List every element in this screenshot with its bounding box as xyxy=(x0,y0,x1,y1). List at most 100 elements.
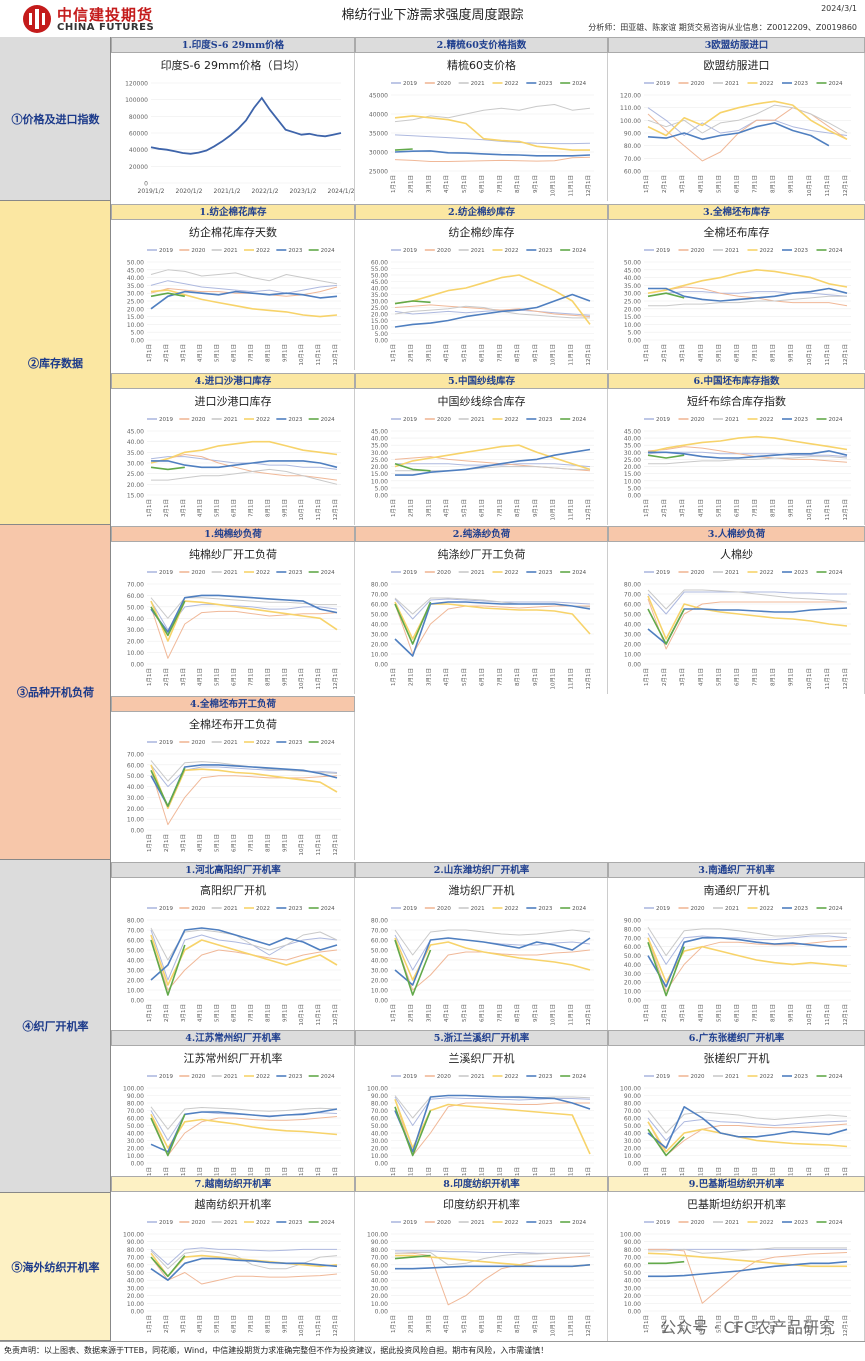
chart-cell-title: 4.进口沙港口库存 xyxy=(111,373,355,389)
x-tick-label: 6月1日 xyxy=(231,1004,238,1022)
x-tick-label: 4月1日 xyxy=(443,499,450,517)
y-tick-label: 80.00 xyxy=(624,143,641,150)
series-line-2023 xyxy=(647,122,830,147)
series-line-2023 xyxy=(395,1264,591,1270)
legend-label: 2020 xyxy=(191,417,205,423)
y-tick-label: 5.00 xyxy=(628,485,642,492)
x-tick-label: 2月1日 xyxy=(661,344,668,362)
y-tick-label: 60.00 xyxy=(371,602,388,609)
series-line-2019 xyxy=(647,451,848,458)
chart-panel: 进口沙港口库存 15.00 20.00 25.00 30.00 35.00 40.00 45.… xyxy=(111,389,355,525)
analyst-info: 分析师：田亚雄、陈家谊 期货交易咨询从业信息：Z0012209、Z0019860 xyxy=(588,23,857,32)
legend-label: 2023 xyxy=(794,417,808,423)
y-tick-label: 0.00 xyxy=(628,998,642,1005)
y-tick-label: 100.00 xyxy=(367,1086,388,1093)
y-tick-label: 40.00 xyxy=(624,1131,641,1138)
x-tick-label: 2月1日 xyxy=(408,1004,415,1022)
y-tick-label: 30.00 xyxy=(371,1138,388,1145)
y-tick-label: 120000 xyxy=(125,81,148,88)
series-line-2022 xyxy=(647,100,848,141)
legend-label: 2022 xyxy=(760,1074,774,1080)
x-tick-label: 7月1日 xyxy=(247,668,254,686)
y-tick-label: 40000 xyxy=(369,112,388,119)
x-tick-label: 7月1日 xyxy=(496,499,503,517)
x-tick-label: 3月1日 xyxy=(180,668,187,686)
x-tick-label: 1月1日 xyxy=(390,1004,397,1022)
x-tick-label: 5月1日 xyxy=(214,1315,221,1333)
x-tick-label: 5月1日 xyxy=(461,175,468,193)
y-tick-label: 0.00 xyxy=(375,338,389,345)
x-tick-label: 8月1日 xyxy=(770,499,777,517)
x-tick-label: 12月1日 xyxy=(585,1315,592,1337)
x-tick-label: 12月1日 xyxy=(585,344,592,366)
legend-label: 2022 xyxy=(256,1220,270,1226)
legend-label: 2019 xyxy=(656,1220,670,1226)
legend-label: 2022 xyxy=(760,248,774,254)
y-tick-label: 0.00 xyxy=(131,998,145,1005)
report-title: 棉纺行业下游需求强度周度跟踪 xyxy=(341,8,524,23)
y-tick-label: 30.00 xyxy=(624,632,641,639)
x-tick-label: 2月1日 xyxy=(163,668,170,686)
legend-label: 2019 xyxy=(656,1074,670,1080)
legend-label: 2021 xyxy=(471,1220,485,1226)
x-tick-label: 3月1日 xyxy=(425,499,432,517)
series-line-2020 xyxy=(647,286,848,307)
x-tick-label: 11月1日 xyxy=(567,1315,574,1337)
y-tick-label: 25.00 xyxy=(624,457,641,464)
line-chart: 纯棉纱厂开工负荷 0.00 10.00 20.00 30.00 40.00 50.00 60.… xyxy=(127,547,341,690)
x-tick-label: 11月1日 xyxy=(315,344,322,366)
y-tick-label: 60.00 xyxy=(624,1116,641,1123)
series-line-2020 xyxy=(647,1121,848,1156)
series-line-2019 xyxy=(647,933,848,965)
y-tick-label: 80.00 xyxy=(624,926,641,933)
y-tick-label: 15.00 xyxy=(624,471,641,478)
x-tick-label: 5月1日 xyxy=(715,1004,722,1022)
x-tick-label: 12月1日 xyxy=(585,668,592,690)
logo-english-text: CHINA FUTURES xyxy=(57,22,155,33)
legend-label: 2024 xyxy=(829,906,843,912)
y-tick-label: 50.00 xyxy=(624,1123,641,1130)
y-tick-label: 0.00 xyxy=(375,1161,389,1168)
x-tick-label: 5月1日 xyxy=(461,344,468,362)
y-tick-label: 50.00 xyxy=(371,948,388,955)
legend-label: 2019 xyxy=(656,417,670,423)
y-tick-label: 30.00 xyxy=(127,461,144,468)
x-tick-label: 1月1日 xyxy=(643,1004,650,1022)
y-tick-label: 15.00 xyxy=(371,318,388,325)
y-tick-label: 10.00 xyxy=(127,1153,144,1160)
x-tick-label: 3月1日 xyxy=(679,175,686,193)
y-tick-label: 70.00 xyxy=(624,1255,641,1262)
x-tick-label: 10月1日 xyxy=(298,344,305,366)
y-tick-label: 0.00 xyxy=(131,1309,145,1316)
x-tick-label: 7月1日 xyxy=(752,1315,759,1333)
x-tick-label: 1月1日 xyxy=(390,344,397,362)
x-tick-label: 7月1日 xyxy=(247,834,254,852)
x-tick-label: 12月1日 xyxy=(332,668,339,690)
line-chart: 全棉坯布库存0.005.0010.0015.0020.0025.0030.003… xyxy=(624,225,851,366)
series-line-2020 xyxy=(648,1248,848,1304)
y-tick-label: 15.00 xyxy=(624,314,641,321)
wechat-watermark: 公众号 · CFC农产品研究 xyxy=(660,1318,835,1337)
chart-cell-title: 2.纺企棉纱库存 xyxy=(355,204,608,220)
series-line-2022 xyxy=(647,435,848,454)
legend-label: 2023 xyxy=(794,570,808,576)
x-tick-label: 10月1日 xyxy=(550,499,557,521)
section-label: ③品种开机负荷 xyxy=(17,686,94,699)
chart-title: 欧盟纺服进口 xyxy=(704,58,770,72)
y-tick-label: 60.00 xyxy=(127,938,144,945)
x-tick-label: 4月1日 xyxy=(697,175,704,193)
y-tick-label: 10.00 xyxy=(127,988,144,995)
series-line-2024 xyxy=(394,1106,432,1157)
chart-cell-title: 3.全棉坯布库存 xyxy=(608,204,865,220)
y-tick-label: 50.00 xyxy=(127,1270,144,1277)
series-line-2023 xyxy=(150,1257,338,1281)
series-line-2024 xyxy=(150,466,185,471)
x-tick-label: 6月1日 xyxy=(733,1315,740,1333)
x-tick-label: 9月1日 xyxy=(532,344,539,362)
legend-label: 2019 xyxy=(159,570,173,576)
series-line-2020 xyxy=(395,1252,591,1306)
series-line-2021 xyxy=(648,1247,847,1254)
y-tick-label: 30.00 xyxy=(127,627,144,634)
series-line-2024 xyxy=(150,1255,186,1278)
x-tick-label: 11月1日 xyxy=(567,344,574,366)
